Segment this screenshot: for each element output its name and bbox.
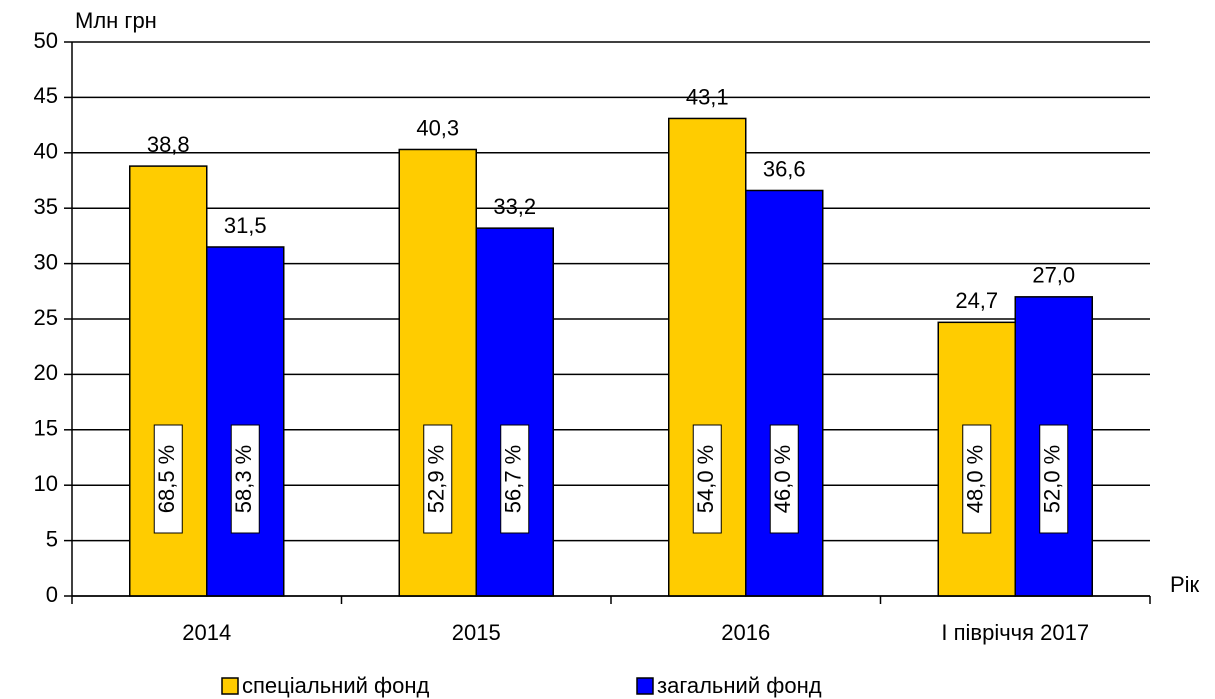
legend-swatch [636,677,654,695]
value-label: 43,1 [686,84,729,109]
share-label: 68,5 % [154,445,179,514]
value-label: 36,6 [763,156,806,181]
bar [745,189,824,597]
legend-label: спеціальний фонд [242,673,429,698]
bar [475,227,554,597]
share-label: 52,0 % [1040,445,1065,514]
y-tick-label: 5 [46,526,58,551]
y-tick-label: 50 [34,28,58,53]
share-label-box [1039,424,1069,534]
share-label: 56,7 % [501,445,526,514]
value-label: 33,2 [493,194,536,219]
y-tick-label: 45 [34,83,58,108]
share-label-box [500,424,530,534]
bar [206,246,285,597]
y-tick-label: 40 [34,139,58,164]
x-tick-label: 2014 [182,620,231,645]
share-label: 52,9 % [424,445,449,514]
share-label: 54,0 % [693,445,718,514]
share-label-box [153,424,183,534]
y-axis-label: Млн грн [75,8,157,33]
share-label-box [230,424,260,534]
y-tick-label: 35 [34,194,58,219]
share-label: 48,0 % [963,445,988,514]
y-tick-label: 10 [34,471,58,496]
value-label: 38,8 [147,132,190,157]
value-label: 27,0 [1032,263,1075,288]
x-axis-label: Рік [1170,572,1200,597]
value-label: 24,7 [955,288,998,313]
y-tick-label: 0 [46,582,58,607]
legend-swatch [221,677,239,695]
share-label-box [692,424,722,534]
share-label: 46,0 % [770,445,795,514]
x-tick-label: 2016 [721,620,770,645]
x-tick-label: 2015 [452,620,501,645]
y-tick-label: 30 [34,249,58,274]
y-tick-label: 15 [34,416,58,441]
value-label: 40,3 [416,115,459,140]
legend-label: загальний фонд [657,673,822,698]
x-tick-label: I півріччя 2017 [941,620,1089,645]
y-tick-label: 20 [34,360,58,385]
share-label-box [962,424,992,534]
share-label-box [769,424,799,534]
value-label: 31,5 [224,213,267,238]
y-tick-label: 25 [34,305,58,330]
share-label-box [423,424,453,534]
share-label: 58,3 % [231,445,256,514]
